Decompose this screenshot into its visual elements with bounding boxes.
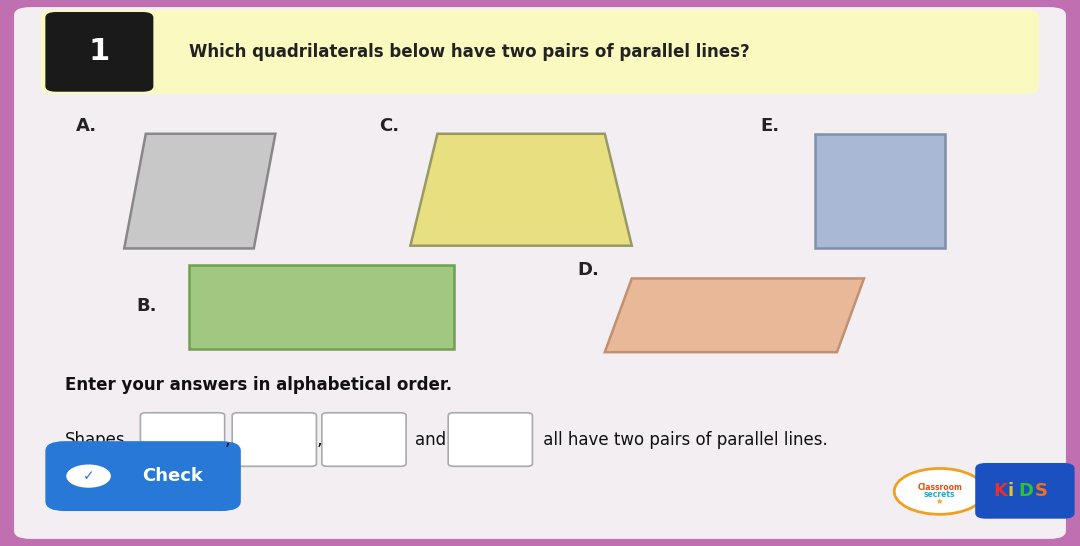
FancyBboxPatch shape bbox=[815, 134, 945, 248]
Text: B.: B. bbox=[136, 297, 157, 314]
Text: ✓: ✓ bbox=[83, 469, 94, 483]
Text: D.: D. bbox=[578, 262, 599, 279]
Polygon shape bbox=[124, 134, 275, 248]
Text: Shapes: Shapes bbox=[65, 431, 125, 448]
Polygon shape bbox=[410, 134, 632, 246]
Text: E.: E. bbox=[760, 117, 780, 134]
FancyBboxPatch shape bbox=[45, 441, 241, 511]
FancyBboxPatch shape bbox=[322, 413, 406, 466]
Text: ★: ★ bbox=[936, 497, 943, 506]
FancyBboxPatch shape bbox=[448, 413, 532, 466]
FancyBboxPatch shape bbox=[140, 413, 225, 466]
Text: C.: C. bbox=[379, 117, 400, 134]
Text: A.: A. bbox=[76, 117, 97, 134]
Circle shape bbox=[894, 468, 985, 514]
Text: secrets: secrets bbox=[923, 490, 956, 499]
Text: all have two pairs of parallel lines.: all have two pairs of parallel lines. bbox=[538, 431, 827, 448]
Text: i: i bbox=[1008, 482, 1014, 500]
Text: and: and bbox=[415, 431, 446, 448]
Text: D: D bbox=[1018, 482, 1034, 500]
Polygon shape bbox=[605, 278, 864, 352]
FancyBboxPatch shape bbox=[14, 7, 1066, 539]
Text: Classroom: Classroom bbox=[917, 483, 962, 491]
Text: ,: , bbox=[225, 431, 230, 448]
Text: S: S bbox=[1035, 482, 1048, 500]
Text: Check: Check bbox=[143, 467, 203, 485]
FancyBboxPatch shape bbox=[232, 413, 316, 466]
Text: Which quadrilaterals below have two pairs of parallel lines?: Which quadrilaterals below have two pair… bbox=[189, 43, 750, 61]
FancyBboxPatch shape bbox=[41, 10, 1039, 94]
FancyBboxPatch shape bbox=[189, 265, 454, 349]
Text: ,: , bbox=[316, 431, 322, 448]
Text: K: K bbox=[994, 482, 1008, 500]
FancyBboxPatch shape bbox=[975, 463, 1075, 519]
Circle shape bbox=[67, 465, 110, 487]
Text: 1: 1 bbox=[89, 37, 110, 67]
FancyBboxPatch shape bbox=[45, 12, 153, 92]
Text: Enter your answers in alphabetical order.: Enter your answers in alphabetical order… bbox=[65, 376, 451, 394]
